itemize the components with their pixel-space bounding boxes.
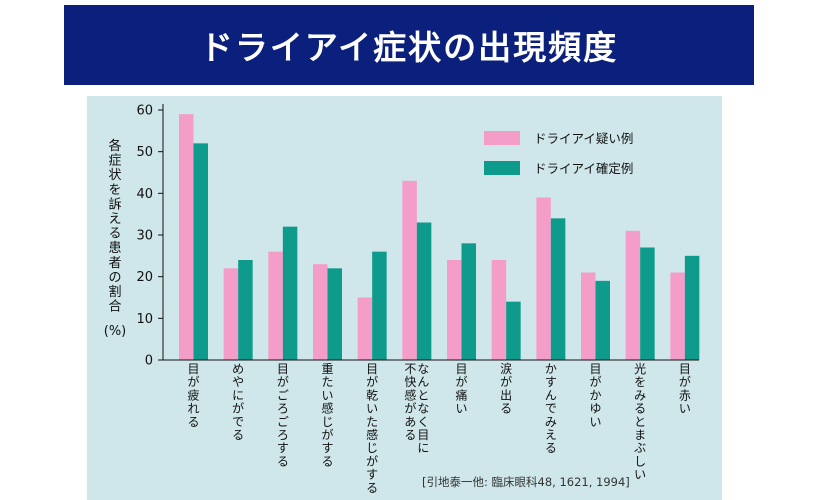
bar-suspected-11 [625,230,641,360]
y-tick-label: 10 [136,312,153,327]
bar-suspected-1 [179,114,194,361]
category-label-text: 涙が出る [500,361,512,416]
title-banner: ドライアイ症状の出現頻度 [64,5,754,85]
chart-panel: 各症状を訴える患者の割合 (%) 0 10 20 30 40 50 60 目が疲れる めやにがで… [87,96,722,500]
category-label-text: 重たい感じがする [321,362,333,468]
bar-suspected-8 [491,260,507,360]
bar-confirmed-3 [282,226,298,360]
y-axis-label: 各症状を訴える患者の割合 (%) [104,138,127,339]
category-label: 目が乾いた感じがする [366,362,378,495]
bar-chart: 各症状を訴える患者の割合 (%) 0 10 20 30 40 50 60 目が疲れる めやにがで… [104,104,700,495]
legend-swatch [484,131,520,145]
source-citation: [引地泰一他: 臨床眼科48, 1621, 1994] [422,475,630,489]
category-label-text: かすんでみえる [545,362,557,455]
legend-label: ドライアイ確定例 [534,161,633,176]
category-label: 目がかゆい [589,362,601,429]
bar-suspected-5 [357,297,373,360]
bar-suspected-10 [581,272,596,360]
category-label-text: 目がかゆい [589,362,601,429]
page-title: ドライアイ症状の出現頻度 [199,28,619,67]
y-tick-label: 30 [136,229,153,244]
bar-confirmed-4 [327,268,342,360]
y-tick-label: 50 [136,145,153,160]
category-label: 目が痛い [455,362,467,416]
y-tick-label: 0 [145,354,153,369]
legend-swatch [484,161,520,175]
y-tick-label: 60 [136,104,153,119]
category-label-text: 目がごろごろする [277,362,289,468]
y-axis-title: 各症状を訴える患者の割合 [108,138,121,315]
category-label-text: 光をみるとまぶしい [634,362,646,482]
category-label-text: 目が痛い [455,362,467,416]
bar-confirmed-6 [416,222,432,360]
bar-confirmed-5 [372,251,387,360]
category-label: 目がごろごろする [277,362,289,468]
bar-suspected-12 [670,272,685,360]
bar-confirmed-8 [506,301,521,360]
bar-suspected-6 [402,180,417,360]
category-label-text: めやにがでる [232,362,244,442]
bar-confirmed-11 [640,247,655,360]
category-label-text: 目が赤い [679,362,691,416]
y-tick-label: 40 [136,187,153,202]
bar-confirmed-1 [193,143,208,360]
bar-confirmed-10 [595,280,610,360]
legend-label: ドライアイ疑い例 [534,131,633,146]
bar-suspected-4 [313,264,328,360]
bar-suspected-2 [223,268,239,360]
bar-suspected-9 [536,197,551,360]
category-label: 涙が出る [500,361,512,416]
category-label: かすんでみえる [545,362,557,455]
category-label: 重たい感じがする [321,362,333,468]
category-label-text: 目が疲れる [187,362,199,429]
category-label-text: 不快感がある [404,362,416,442]
category-label: 目が疲れる [187,362,199,429]
y-axis-unit: (%) [104,324,127,339]
y-tick-label: 20 [136,270,153,285]
category-label: 目が赤い [679,362,691,416]
category-label: めやにがでる [232,362,244,442]
bar-confirmed-2 [238,260,253,360]
bar-confirmed-9 [550,218,566,360]
category-label-text: 目が乾いた感じがする [366,362,378,495]
bar-suspected-7 [447,260,462,360]
category-label: 光をみるとまぶしい [634,362,646,482]
bar-suspected-3 [268,251,283,360]
category-label-text: なんとなく目に [417,362,429,455]
bar-confirmed-12 [684,255,700,360]
bar-confirmed-7 [461,243,476,360]
